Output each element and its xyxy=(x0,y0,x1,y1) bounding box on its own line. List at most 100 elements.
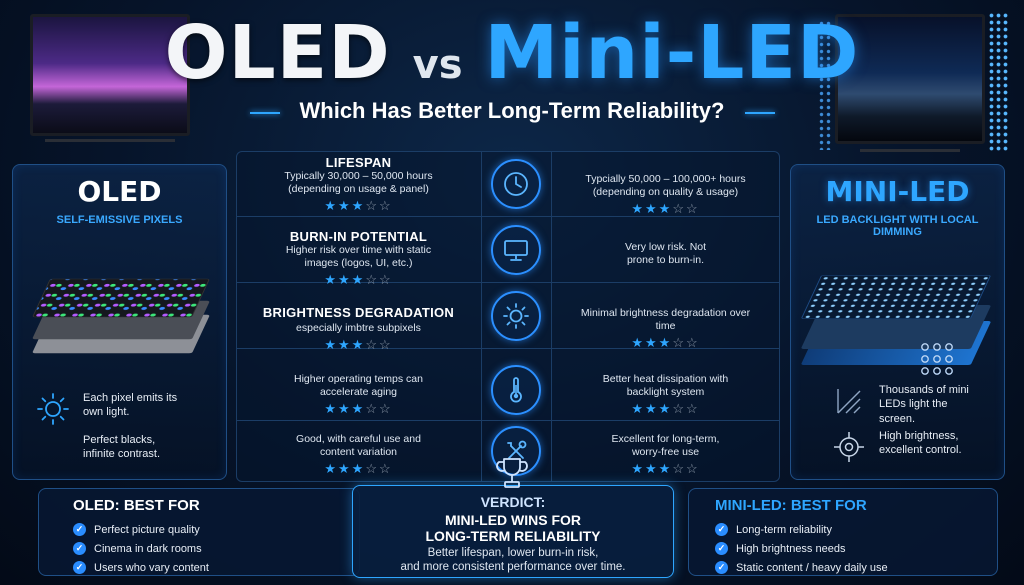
oled-tv-stand xyxy=(45,136,175,142)
title-oled: OLED xyxy=(164,10,391,96)
star-filled-icon: ★ xyxy=(324,461,339,477)
criterion-label: BRIGHTNESS DEGRADATION xyxy=(262,305,455,320)
star-filled-icon: ★ xyxy=(351,337,366,353)
tools-icon xyxy=(491,426,541,476)
oled-feature-2: Perfect blacks, infinite contrast. xyxy=(83,433,183,462)
star-filled-icon: ★ xyxy=(645,461,659,477)
mini-description: Better heat dissipation with backlight s… xyxy=(602,373,729,399)
oled-star-rating: ★★★☆☆ xyxy=(236,198,481,214)
star-empty-icon: ☆ xyxy=(365,461,379,477)
trophy-icon xyxy=(494,455,530,495)
sun-icon xyxy=(491,290,541,341)
subtitle-accent-right xyxy=(745,112,775,114)
mini-led-panel-heading: MINI-LED xyxy=(825,175,970,208)
list-item: ✓ Users who vary content xyxy=(73,558,209,577)
star-empty-icon: ☆ xyxy=(378,272,393,288)
star-filled-icon: ★ xyxy=(645,401,659,417)
star-empty-icon: ☆ xyxy=(365,198,379,214)
subtitle-accent-left xyxy=(250,112,280,114)
check-icon: ✓ xyxy=(73,523,86,536)
star-filled-icon: ★ xyxy=(338,198,352,214)
row-burn-in-mini: Very low risk. Not prone to burn-in. xyxy=(551,217,780,282)
star-filled-icon: ★ xyxy=(658,461,673,477)
list-item: ✓ Long-term reliability xyxy=(715,520,888,539)
list-item: ✓ Static content / heavy daily use xyxy=(715,558,888,577)
mini-description: Minimal brightness degradation over time xyxy=(580,307,751,333)
criterion-label: BURN-IN POTENTIAL xyxy=(289,229,428,244)
main-title: OLED vs Mini-LED xyxy=(0,10,1024,96)
star-empty-icon: ☆ xyxy=(685,401,700,417)
mini-led-tv-stand xyxy=(860,146,960,152)
check-icon: ✓ xyxy=(73,542,86,555)
verdict-label: VERDICT: xyxy=(480,494,546,510)
oled-feature-1: Each pixel emits its own light. xyxy=(35,391,193,427)
star-filled-icon: ★ xyxy=(351,272,366,288)
title-mini-led: Mini-LED xyxy=(484,10,860,96)
mini-description: Very low risk. Not prone to burn-in. xyxy=(624,241,707,267)
oled-panel-heading: OLED xyxy=(77,175,162,208)
oled-description: Good, with careful use and content varia… xyxy=(296,433,421,459)
crosshair-icon xyxy=(831,429,867,465)
mini-led-best-for-list: ✓ Long-term reliability ✓ High brightness … xyxy=(715,520,888,577)
row-brightness-icon-cell xyxy=(481,283,551,348)
star-empty-icon: ☆ xyxy=(672,401,686,417)
star-empty-icon: ☆ xyxy=(365,272,379,288)
oled-description: especially imbtre subpixels xyxy=(296,322,421,334)
row-brightness-mini: Minimal brightness degradation over time… xyxy=(551,283,780,351)
mini-led-best-for-title: MINI-LED: BEST FOR xyxy=(715,497,867,514)
row-lifespan-mini: Typcially 50,000 – 100,000+ hours (depen… xyxy=(551,151,780,216)
star-empty-icon: ☆ xyxy=(365,337,379,353)
row-longevity-mini: Excellent for long-term, worry-free use … xyxy=(551,421,780,481)
verdict-box: VERDICT: MINI-LED WINS FOR LONG-TERM REL… xyxy=(352,485,674,578)
oled-layers-illustration xyxy=(31,253,211,363)
mini-led-layers-illustration xyxy=(799,245,999,375)
oled-star-rating: ★★★☆☆ xyxy=(236,401,481,417)
row-brightness-oled: BRIGHTNESS DEGRADATION especially imbtre… xyxy=(236,283,481,352)
star-empty-icon: ☆ xyxy=(365,401,379,417)
row-lifespan: LIFESPAN Typically 30,000 – 50,000 hours… xyxy=(236,151,780,217)
star-filled-icon: ★ xyxy=(645,201,659,217)
star-filled-icon: ★ xyxy=(658,401,673,417)
clock-icon xyxy=(491,158,541,209)
row-burn-in-icon-cell xyxy=(481,217,551,282)
row-heat: Higher operating temps can accelerate ag… xyxy=(236,359,780,421)
star-filled-icon: ★ xyxy=(324,272,339,288)
mini-led-feature-1-text: Thousands of mini LEDs light the screen. xyxy=(879,384,969,425)
led-dots-decoration-inner xyxy=(818,20,832,150)
star-filled-icon: ★ xyxy=(631,335,646,351)
star-filled-icon: ★ xyxy=(645,335,659,351)
mini-led-feature-1: Thousands of mini LEDs light the screen. xyxy=(831,383,979,426)
oled-panel: OLED SELF-EMISSIVE PIXELS Each pixel emi… xyxy=(12,164,227,480)
oled-star-rating: ★★★☆☆ xyxy=(236,337,481,353)
subtitle: Which Has Better Long-Term Reliability? xyxy=(299,98,725,123)
oled-best-for-box: OLED: BEST FOR ✓ Perfect picture quality … xyxy=(38,488,360,576)
mini-led-best-for-box: MINI-LED: BEST FOR ✓ Long-term reliabilit… xyxy=(688,488,998,576)
oled-star-rating: ★★★☆☆ xyxy=(236,461,481,477)
star-empty-icon: ☆ xyxy=(378,461,393,477)
star-filled-icon: ★ xyxy=(351,401,366,417)
star-filled-icon: ★ xyxy=(338,272,352,288)
row-heat-icon-cell xyxy=(481,359,551,420)
star-empty-icon: ☆ xyxy=(685,201,700,217)
oled-description: Higher risk over time with static images… xyxy=(285,244,432,270)
mini-led-feature-2: High brightness, excellent control. xyxy=(831,429,979,465)
column-divider-right xyxy=(551,151,552,482)
thermometer-icon xyxy=(491,364,541,415)
star-filled-icon: ★ xyxy=(658,201,673,217)
star-empty-icon: ☆ xyxy=(672,201,686,217)
mini-star-rating: ★★★☆☆ xyxy=(551,335,780,351)
star-empty-icon: ☆ xyxy=(685,461,700,477)
star-empty-icon: ☆ xyxy=(378,198,393,214)
star-filled-icon: ★ xyxy=(324,198,339,214)
star-filled-icon: ★ xyxy=(631,461,646,477)
star-empty-icon: ☆ xyxy=(672,335,686,351)
backlight-icon xyxy=(831,383,867,419)
star-filled-icon: ★ xyxy=(338,401,352,417)
mini-star-rating: ★★★☆☆ xyxy=(551,401,780,417)
star-filled-icon: ★ xyxy=(351,198,366,214)
verdict-body: Better lifespan, lower burn-in risk, and… xyxy=(400,547,626,574)
row-longevity: Good, with careful use and content varia… xyxy=(236,421,780,481)
star-empty-icon: ☆ xyxy=(672,461,686,477)
row-brightness: BRIGHTNESS DEGRADATION especially imbtre… xyxy=(236,283,780,352)
oled-tv-image xyxy=(30,14,190,136)
